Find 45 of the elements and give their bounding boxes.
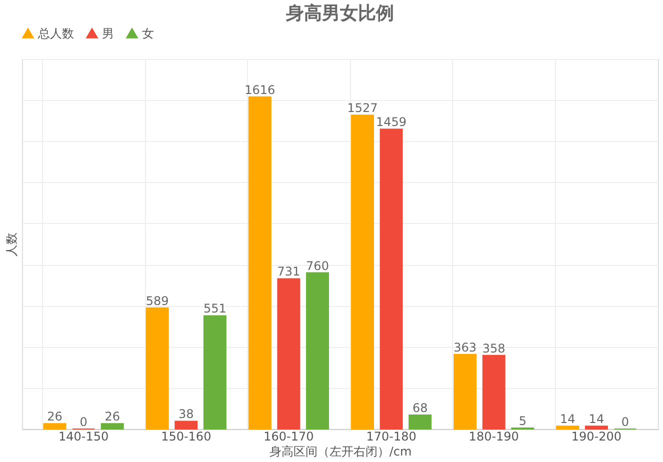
data-label: 14 [588, 412, 604, 426]
data-label: 0 [621, 415, 630, 429]
bar [306, 272, 330, 430]
x-tick-label: 190-200 [571, 430, 622, 444]
bar [146, 307, 169, 430]
data-label: 1616 [244, 82, 276, 97]
bar [454, 354, 477, 430]
data-label: 731 [277, 264, 300, 279]
bar [248, 96, 272, 430]
legend-label: 总人数 [37, 26, 74, 40]
data-label: 1459 [376, 115, 407, 130]
bar [174, 420, 198, 430]
data-label: 0 [80, 415, 88, 429]
legend-label: 男 [102, 26, 114, 40]
x-tick-label: 140-150 [58, 430, 109, 444]
data-label: 26 [47, 410, 62, 424]
bar [408, 414, 432, 430]
x-tick-label: 160-170 [264, 430, 314, 444]
data-label: 1527 [347, 101, 378, 116]
data-label: 589 [146, 294, 169, 308]
bar [584, 426, 608, 430]
x-tick-label: 180-190 [468, 430, 519, 444]
bar [277, 278, 300, 430]
bar [556, 426, 580, 430]
data-label: 551 [203, 302, 226, 316]
x-tick-label: 150-160 [161, 430, 212, 444]
data-label: 26 [104, 410, 120, 424]
bar [43, 423, 66, 430]
legend-label: 女 [142, 26, 154, 40]
data-label: 358 [482, 341, 506, 356]
data-label: 760 [306, 258, 329, 273]
data-label: 14 [560, 412, 576, 426]
x-tick-label: 170-180 [366, 430, 416, 444]
bar [380, 128, 403, 430]
data-label: 5 [518, 414, 526, 428]
chart-title: 身高男女比例 [285, 3, 394, 24]
bar [203, 315, 226, 430]
x-axis-title: 身高区间（左开右闭）/cm [269, 444, 412, 458]
data-label: 363 [454, 340, 477, 354]
bar [350, 114, 374, 430]
bar [100, 423, 124, 430]
data-label: 68 [412, 401, 428, 416]
y-axis-title: 人数 [4, 232, 18, 256]
data-label: 38 [178, 407, 194, 422]
bar [482, 354, 506, 430]
